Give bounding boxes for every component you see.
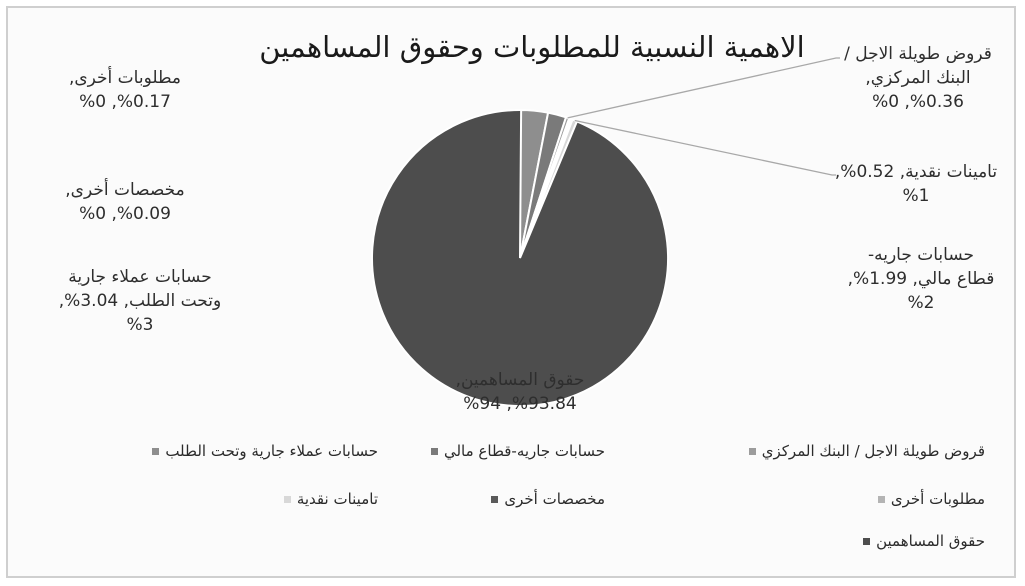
chart-title: الاهمية النسبية للمطلوبات وحقوق المساهمي…	[259, 30, 805, 64]
slice-data-label-line: وتحت الطلب, 3.04%,	[58, 291, 222, 311]
pie-slice	[371, 108, 669, 407]
slice-data-label-line: قطاع مالي, 1.99%,	[847, 269, 995, 289]
slice-data-label-line: %93.84, %94	[463, 394, 577, 414]
slice-data-label-line: %0.17, %0	[79, 92, 171, 112]
slice-data-label-line: حسابات جاريه-	[867, 245, 975, 265]
slice-data-label-line: حسابات عملاء جارية	[68, 267, 212, 287]
slice-data-label-line: %0.36, %0	[872, 92, 964, 112]
slice-data-label-line: حقوق المساهمين,	[455, 370, 585, 390]
legend-label: حسابات جاريه-قطاع مالي	[443, 442, 605, 460]
slice-data-label-line: %2	[907, 293, 935, 313]
legend-label: قروض طويلة الاجل / البنك المركزي	[761, 442, 985, 460]
legend-item: حقوق المساهمين	[863, 532, 985, 550]
legend-swatch	[430, 447, 438, 455]
legend-label: مخصصات أخرى	[504, 490, 605, 508]
legend-label: تامينات نقدية	[296, 490, 378, 508]
legend-swatch	[863, 537, 871, 545]
slice-data-label-line: مخصصات أخرى,	[65, 180, 185, 200]
slice-data-label: قروض طويلة الاجل / البنك المركزي, %0.36, %…	[838, 42, 998, 114]
legend-item: مخصصات أخرى	[491, 490, 605, 508]
slice-data-label-line: قروض طويلة الاجل /	[844, 44, 992, 64]
legend-swatch	[152, 447, 160, 455]
leader-line	[574, 119, 836, 176]
slice-data-label-line: البنك المركزي,	[865, 68, 971, 88]
slice-data-label-line: تامينات نقدية, 0.52%,	[834, 162, 998, 182]
legend-item: تامينات نقدية	[283, 490, 378, 508]
slice-data-label: حقوق المساهمين, %93.84, %94	[400, 368, 640, 416]
slice-data-label: تامينات نقدية, 0.52%, %1	[826, 160, 1006, 208]
legend-swatch	[748, 447, 756, 455]
legend-label: حسابات عملاء جارية وتحت الطلب	[165, 442, 378, 460]
leader-line	[567, 57, 840, 119]
slice-data-label-line: %0.09, %0	[79, 204, 171, 224]
legend-item: مطلوبات أخرى	[877, 490, 985, 508]
legend-label: حقوق المساهمين	[876, 532, 985, 550]
slice-data-label-line: %3	[126, 315, 154, 335]
legend-item: قروض طويلة الاجل / البنك المركزي	[748, 442, 985, 460]
legend-label: مطلوبات أخرى	[890, 490, 985, 508]
slice-data-label: مخصصات أخرى, %0.09, %0	[40, 178, 210, 226]
slice-data-label: حسابات جاريه- قطاع مالي, 1.99%, %2	[846, 243, 996, 315]
slice-data-label: حسابات عملاء جارية وتحت الطلب, 3.04%, %3	[40, 265, 240, 337]
slice-data-label-line: مطلوبات أخرى,	[68, 68, 182, 88]
legend-swatch	[491, 495, 499, 503]
legend-swatch	[283, 495, 291, 503]
legend-item: حسابات جاريه-قطاع مالي	[430, 442, 605, 460]
slice-data-label: مطلوبات أخرى, %0.17, %0	[40, 66, 210, 114]
legend-item: حسابات عملاء جارية وتحت الطلب	[152, 442, 378, 460]
slice-data-label-line: %1	[902, 186, 930, 206]
legend-swatch	[877, 495, 885, 503]
